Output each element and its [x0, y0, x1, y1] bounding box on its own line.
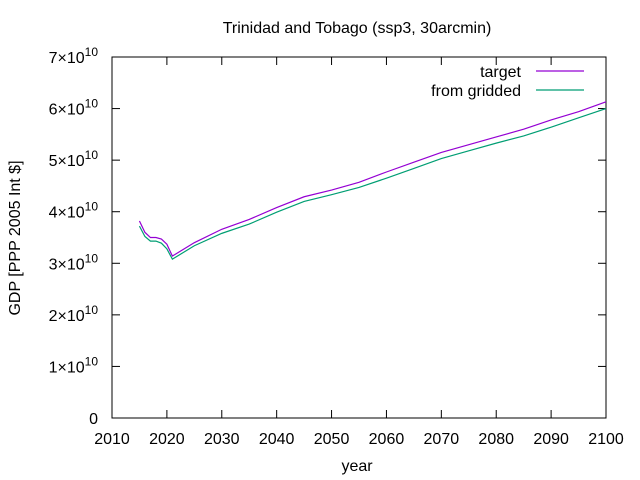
- x-tick-label: 2090: [533, 431, 569, 448]
- y-tick-mantissa: 0: [89, 411, 98, 428]
- y-tick-label: 0: [89, 411, 98, 428]
- y-tick-mantissa: 7×10: [49, 50, 85, 67]
- x-tick-label: 2010: [94, 431, 130, 448]
- tick-marks: [111, 56, 607, 419]
- y-tick-label: 6×1010: [49, 97, 99, 119]
- y-tick-label: 1×1010: [49, 354, 99, 376]
- y-tick-mantissa: 1×10: [49, 359, 85, 376]
- series-line-from-gridded: [138, 108, 607, 261]
- y-tick-exponent: 10: [85, 45, 99, 59]
- legend-label: target: [480, 64, 521, 81]
- series-lines: [138, 101, 607, 261]
- x-tick-label: 2020: [149, 431, 185, 448]
- x-tick-label: 2080: [478, 431, 514, 448]
- y-tick-label: 7×1010: [49, 45, 99, 67]
- y-tick-exponent: 10: [85, 200, 99, 214]
- x-axis-label: year: [341, 458, 373, 475]
- plot-frame: [111, 56, 607, 419]
- x-tick-label: 2060: [369, 431, 405, 448]
- x-tick-label: 2040: [259, 431, 295, 448]
- y-tick-mantissa: 5×10: [49, 153, 85, 170]
- y-tick-labels: 01×10102×10103×10104×10105×10106×10107×1…: [49, 45, 99, 428]
- x-tick-label: 2050: [314, 431, 350, 448]
- chart-title: Trinidad and Tobago (ssp3, 30arcmin): [223, 20, 492, 37]
- y-tick-exponent: 10: [85, 97, 99, 111]
- y-tick-mantissa: 6×10: [49, 102, 85, 119]
- y-tick-label: 5×1010: [49, 148, 99, 170]
- x-tick-label: 2030: [204, 431, 240, 448]
- y-tick-mantissa: 2×10: [49, 308, 85, 325]
- x-tick-labels: 2010 2020 2030 2040 2050 2060 2070 2080 2090 2100: [94, 431, 624, 448]
- y-tick-mantissa: 4×10: [49, 205, 85, 222]
- y-tick-label: 2×1010: [49, 303, 99, 325]
- y-tick-exponent: 10: [85, 251, 99, 265]
- y-axis-label: GDP [PPP 2005 Int $]: [7, 160, 24, 315]
- y-tick-exponent: 10: [85, 303, 99, 317]
- y-tick-exponent: 10: [85, 354, 99, 368]
- legend-label: from gridded: [431, 83, 521, 100]
- legend: target from gridded: [431, 64, 584, 100]
- y-tick-label: 4×1010: [49, 200, 99, 222]
- x-tick-label: 2070: [424, 431, 460, 448]
- x-tick-label: 2100: [588, 431, 624, 448]
- y-tick-mantissa: 3×10: [49, 256, 85, 273]
- y-tick-exponent: 10: [85, 148, 99, 162]
- series-line-target: [138, 101, 607, 257]
- y-tick-label: 3×1010: [49, 251, 99, 273]
